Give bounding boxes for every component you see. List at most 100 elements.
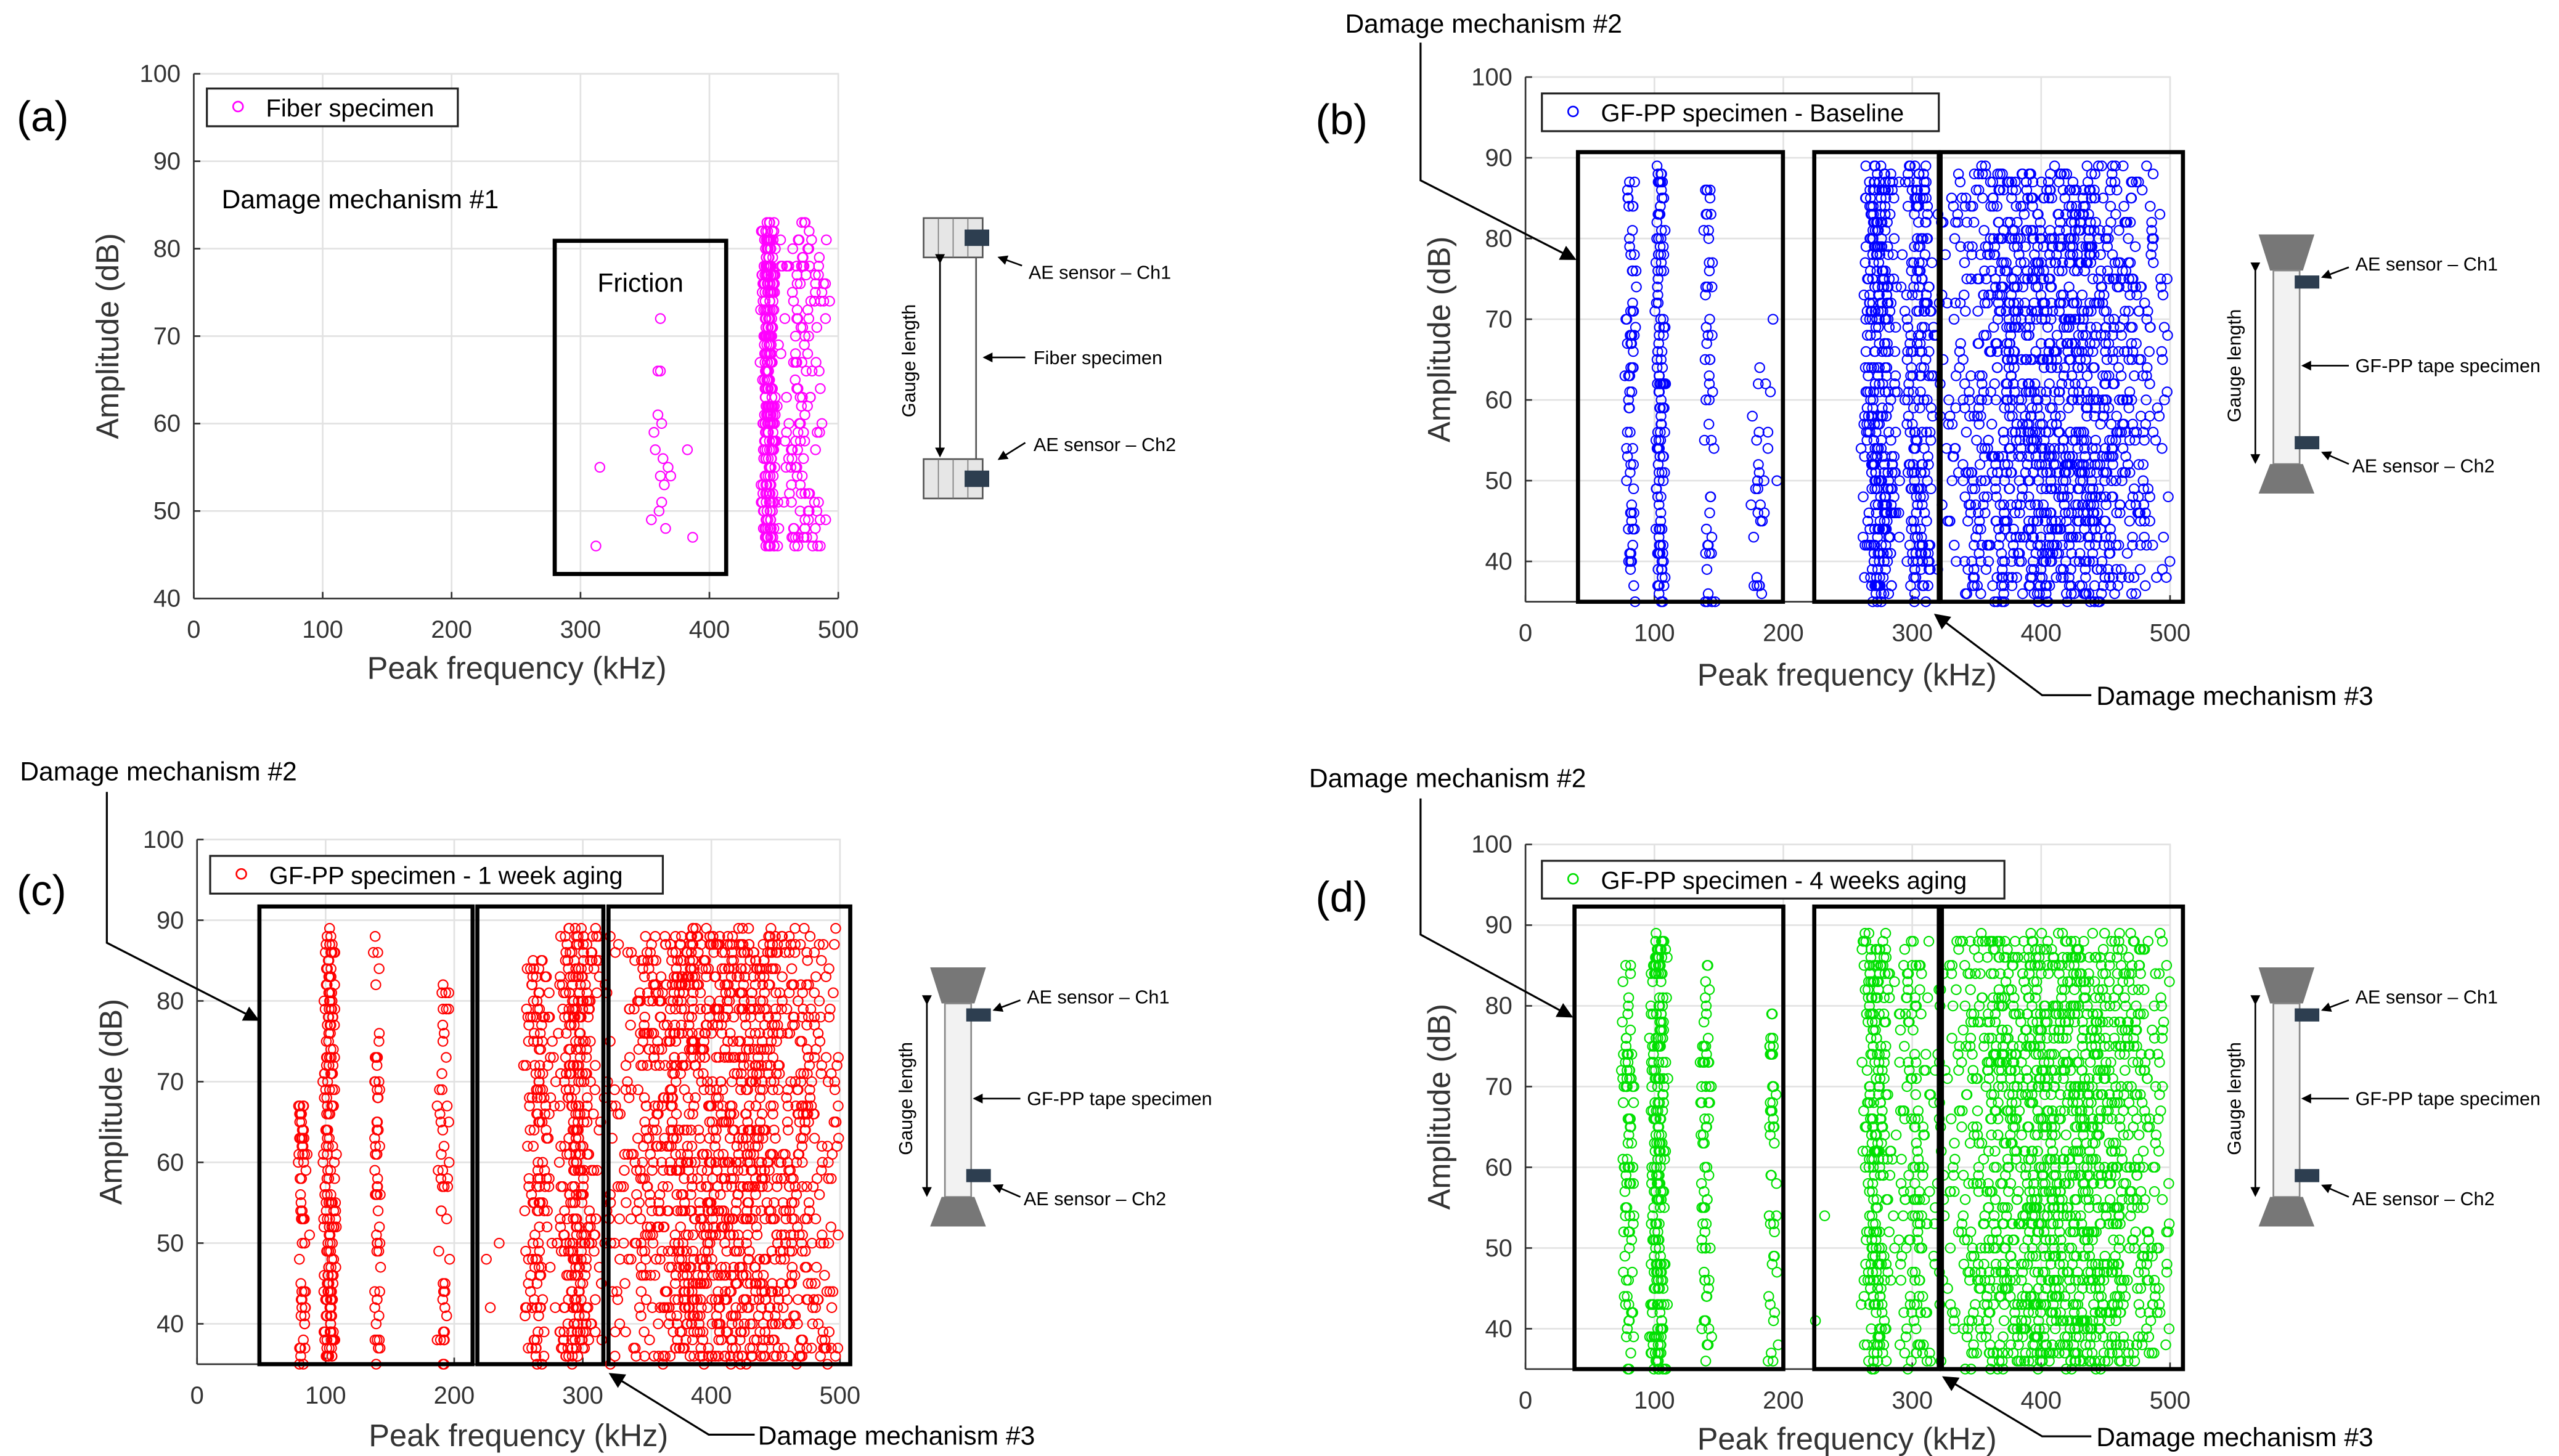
data-point (790, 436, 801, 447)
data-point (1872, 217, 1883, 228)
data-point (1866, 314, 1878, 325)
data-point (1625, 426, 1636, 438)
y-tick-label: 70 (1485, 306, 1512, 333)
data-point (1864, 314, 1875, 325)
data-point (1701, 338, 1712, 349)
data-point (1625, 362, 1636, 373)
data-point (1748, 531, 1760, 543)
data-point (1887, 176, 1898, 188)
data-point (1860, 160, 1872, 172)
data-point (1887, 507, 1898, 519)
data-point (1877, 297, 1888, 309)
data-point (1652, 289, 1663, 301)
data-point (815, 540, 826, 551)
data-point (1877, 281, 1888, 293)
data-point (1653, 467, 1665, 478)
data-point (794, 479, 806, 490)
data-point (812, 540, 823, 551)
data-point (1917, 499, 1928, 511)
data-point (1658, 265, 1670, 277)
data-point (1754, 362, 1765, 373)
data-point (653, 505, 665, 517)
data-point (1653, 434, 1665, 446)
data-point (1752, 378, 1764, 389)
data-point (1659, 426, 1670, 438)
data-point (1700, 548, 1712, 559)
data-point (1627, 443, 1638, 454)
data-point (1909, 523, 1921, 535)
data-point (1920, 217, 1931, 228)
data-point (1751, 572, 1763, 583)
y-tick-label: 50 (1485, 467, 1512, 494)
data-point (799, 330, 810, 342)
data-point (1922, 580, 1933, 592)
data-point (1867, 273, 1879, 285)
data-point (2085, 322, 2096, 333)
top-grip (2258, 234, 2315, 271)
data-point (1654, 330, 1665, 341)
data-point (1917, 580, 1928, 592)
data-point (1923, 370, 1935, 381)
data-point (1869, 418, 1880, 430)
data-point (1652, 265, 1663, 277)
data-point (781, 426, 792, 438)
data-point (1877, 346, 1888, 357)
x-axis-label: Peak frequency (kHz) (367, 651, 667, 686)
data-point (1625, 564, 1636, 575)
data-point (804, 226, 815, 237)
y-tick-label: 60 (153, 410, 181, 437)
y-tick-label: 90 (153, 148, 181, 175)
data-point (759, 391, 771, 403)
data-point (1910, 434, 1921, 446)
data-point (1923, 564, 1935, 575)
data-point (764, 313, 775, 324)
data-point (791, 462, 802, 473)
data-point (761, 261, 772, 272)
data-point (1699, 434, 1710, 446)
data-point (1904, 160, 1916, 172)
data-point (1867, 410, 1879, 422)
data-point (1913, 394, 1924, 405)
data-point (1860, 314, 1872, 325)
data-point (1652, 443, 1663, 454)
data-point (1858, 531, 1869, 543)
data-point (1625, 249, 1636, 261)
data-point (791, 269, 802, 281)
data-point (804, 505, 815, 517)
data-point (1864, 386, 1875, 397)
data-point (796, 357, 807, 368)
data-point (1879, 515, 1890, 527)
x-tick-label: 400 (691, 1382, 732, 1409)
cluster-box (552, 238, 729, 576)
data-point (803, 313, 815, 324)
data-point (1872, 523, 1884, 535)
data-point (1908, 402, 1919, 413)
data-point (759, 470, 771, 482)
data-point (782, 261, 793, 272)
data-point (1629, 249, 1640, 261)
data-point (1922, 548, 1934, 559)
data-point (1891, 281, 1902, 293)
data-point (2157, 289, 2169, 301)
data-point (1655, 426, 1666, 438)
data-point (1655, 184, 1667, 196)
data-point (1890, 426, 1901, 438)
data-point (1864, 330, 1876, 341)
data-point (1921, 515, 1932, 527)
data-point (1707, 330, 1718, 341)
data-point (1860, 241, 1872, 253)
data-point (1882, 338, 1893, 349)
data-point (775, 261, 786, 272)
data-point (1919, 184, 1930, 196)
data-point (1621, 314, 1633, 325)
data-point (1878, 523, 1890, 535)
data-point (1654, 548, 1666, 559)
legend-marker (232, 100, 244, 113)
data-point (1625, 548, 1637, 559)
data-point (1625, 330, 1636, 341)
data-point (1914, 338, 1926, 349)
data-point (796, 488, 807, 499)
sensor-ch1-label: AE sensor – Ch1 (2356, 254, 2498, 275)
data-point (1903, 459, 1915, 470)
